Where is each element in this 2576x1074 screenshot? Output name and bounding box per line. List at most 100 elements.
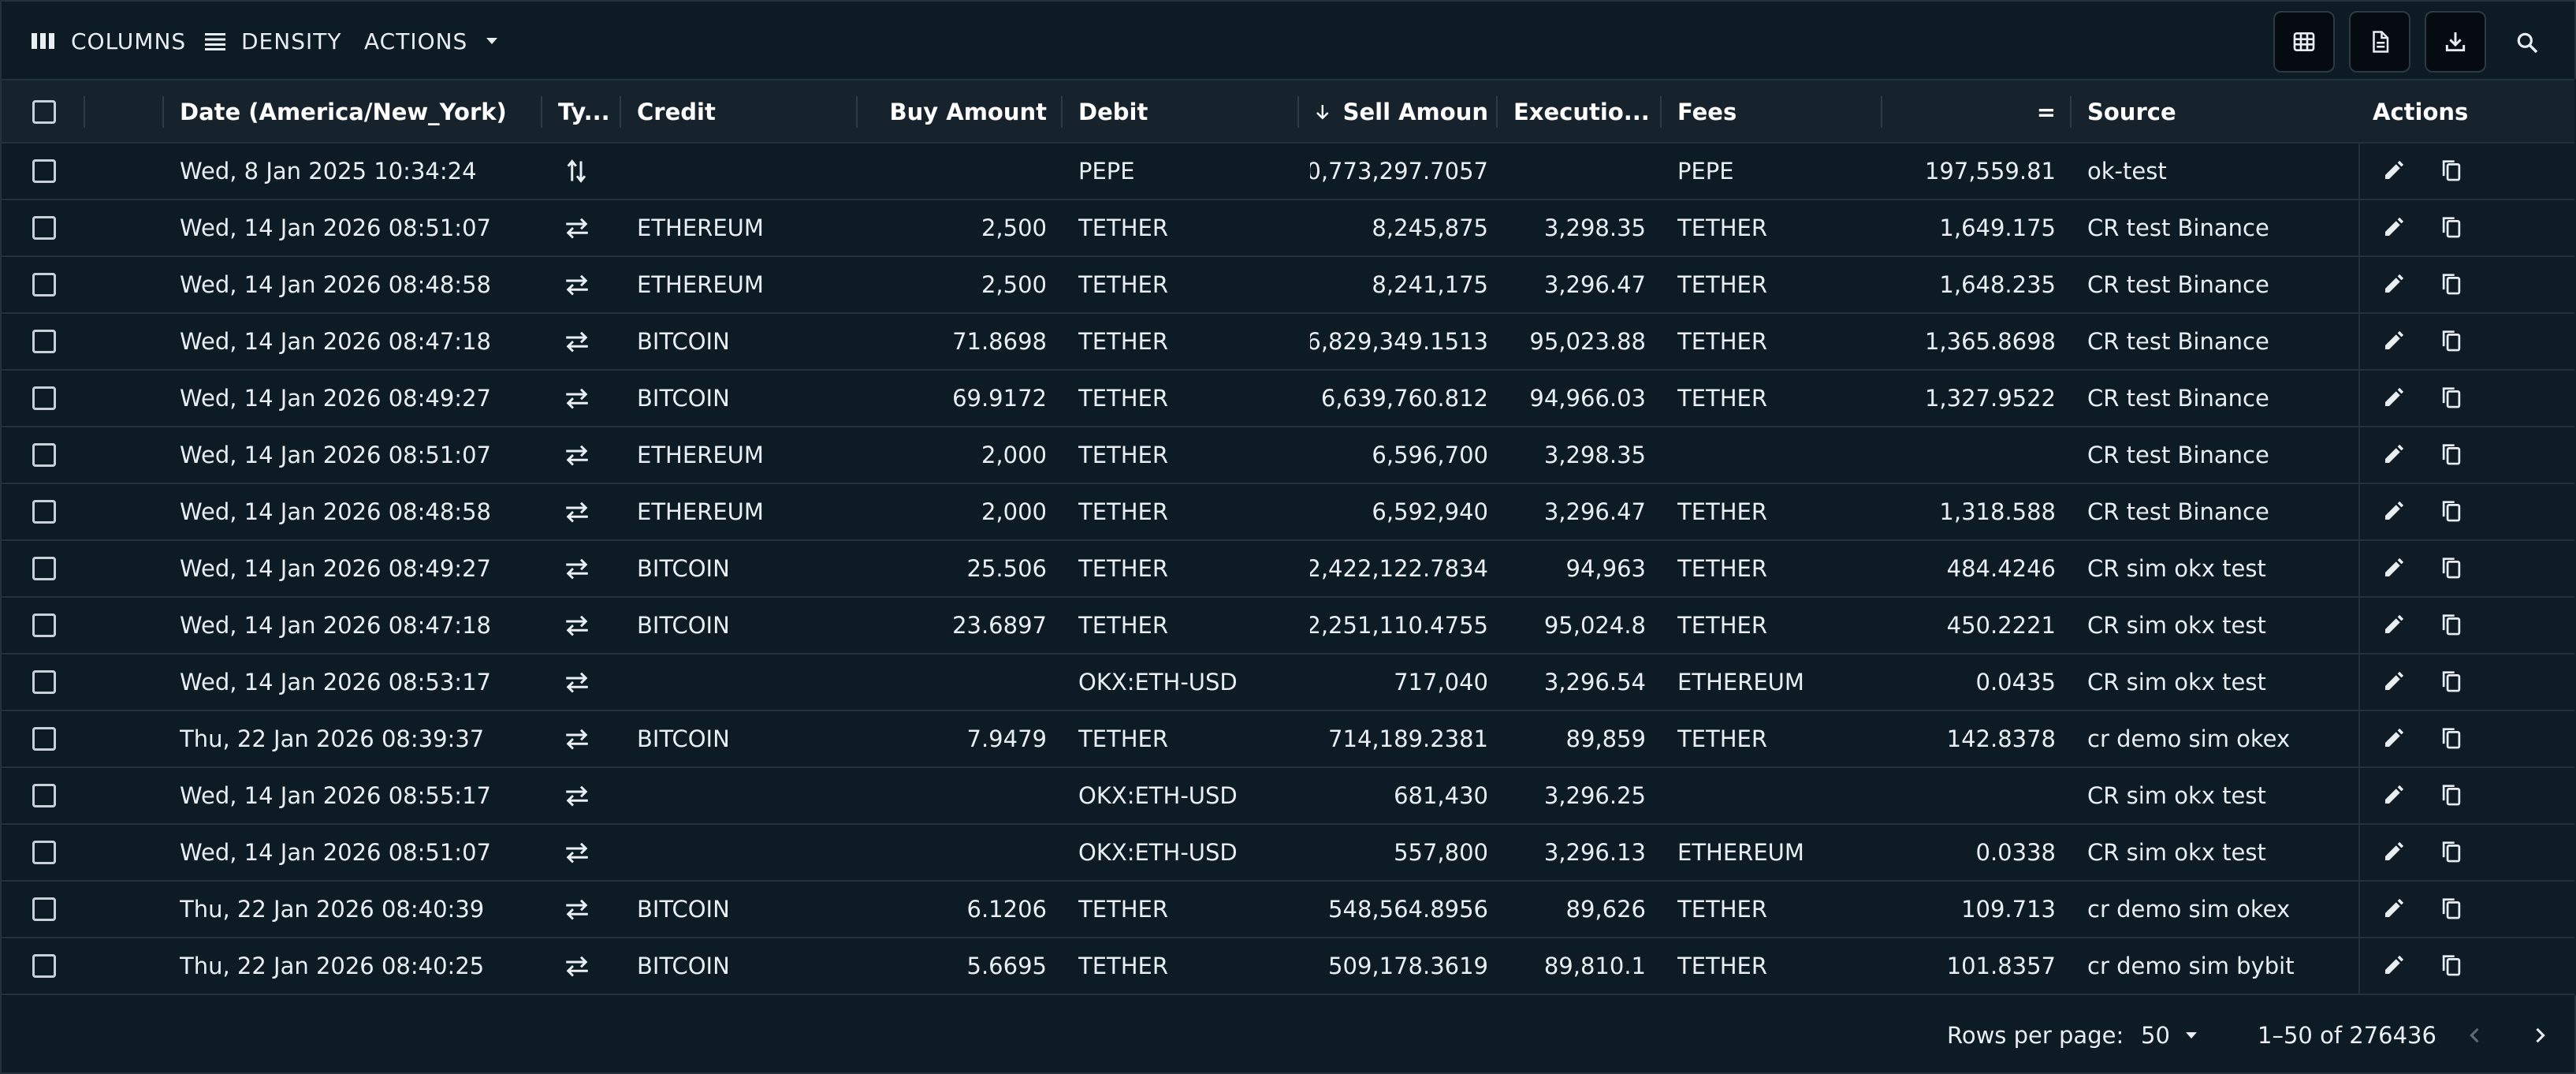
row-checkbox[interactable] xyxy=(32,273,56,296)
header-type[interactable]: Ty... xyxy=(558,99,610,125)
header-date[interactable]: Date (America/New_York) xyxy=(180,99,507,125)
row-checkbox[interactable] xyxy=(32,727,56,751)
cell-fees: TETHER xyxy=(1677,725,1768,752)
cell-debit: TETHER xyxy=(1078,214,1169,241)
row-checkbox[interactable] xyxy=(32,386,56,410)
row-checkbox[interactable] xyxy=(32,613,56,637)
table-row[interactable]: Wed, 8 Jan 2025 10:34:24 PEPE 10,773,297.7… xyxy=(2,144,2574,200)
copy-icon[interactable] xyxy=(2436,541,2467,596)
actions-menu-button[interactable]: ACTIONS xyxy=(364,19,499,63)
row-checkbox[interactable] xyxy=(32,841,56,864)
cell-execution: 95,024.8 xyxy=(1543,612,1646,639)
table-row[interactable]: Wed, 14 Jan 2026 08:48:58 ETHEREUM 2,500 TE… xyxy=(2,257,2574,314)
table-row[interactable]: Wed, 14 Jan 2026 08:53:17 OKX:ETH-USD 717,… xyxy=(2,654,2574,711)
table-row[interactable]: Wed, 14 Jan 2026 08:49:27 BITCOIN 25.506 TE… xyxy=(2,541,2574,598)
edit-icon[interactable] xyxy=(2377,654,2409,710)
edit-icon[interactable] xyxy=(2377,257,2409,312)
row-checkbox[interactable] xyxy=(32,897,56,921)
row-checkbox[interactable] xyxy=(32,330,56,353)
cell-buy-amount xyxy=(869,654,1047,710)
copy-icon[interactable] xyxy=(2436,200,2467,255)
download-button[interactable] xyxy=(2425,11,2486,73)
edit-icon[interactable] xyxy=(2377,768,2409,823)
copy-icon[interactable] xyxy=(2436,825,2467,880)
header-execution[interactable]: Executio... xyxy=(1513,99,1650,125)
copy-icon[interactable] xyxy=(2436,371,2467,426)
cell-execution: 94,966.03 xyxy=(1529,385,1646,412)
next-page-button[interactable] xyxy=(2529,997,2551,1074)
cell-fee-amount: 1,318.588 xyxy=(1939,498,2056,525)
header-source[interactable]: Source xyxy=(2087,99,2176,125)
copy-icon[interactable] xyxy=(2436,882,2467,937)
edit-icon[interactable] xyxy=(2377,598,2409,653)
copy-icon[interactable] xyxy=(2436,144,2467,199)
density-button[interactable]: DENSITY xyxy=(203,19,341,63)
table-row[interactable]: Wed, 14 Jan 2026 08:48:58 ETHEREUM 2,000 TE… xyxy=(2,484,2574,541)
table-row[interactable]: Thu, 22 Jan 2026 08:39:37 BITCOIN 7.9479 TE… xyxy=(2,711,2574,768)
row-checkbox[interactable] xyxy=(32,557,56,580)
search-button[interactable] xyxy=(2503,19,2551,66)
edit-icon[interactable] xyxy=(2377,144,2409,199)
cell-fees: TETHER xyxy=(1677,896,1768,923)
cell-sell-amount: 714,189.2381 xyxy=(1328,725,1488,752)
density-label: DENSITY xyxy=(241,28,342,54)
chevron-left-icon xyxy=(2470,1027,2479,1043)
table-row[interactable]: Thu, 22 Jan 2026 08:40:25 BITCOIN 5.6695 TE… xyxy=(2,938,2574,995)
cell-fees: TETHER xyxy=(1677,328,1768,355)
header-fee-amount[interactable]: = xyxy=(2036,99,2056,125)
edit-icon[interactable] xyxy=(2377,314,2409,369)
export-document-button[interactable] xyxy=(2349,11,2410,73)
edit-icon[interactable] xyxy=(2377,938,2409,994)
copy-icon[interactable] xyxy=(2436,768,2467,823)
swap-horiz-icon xyxy=(557,768,597,823)
table-row[interactable]: Wed, 14 Jan 2026 08:51:07 ETHEREUM 2,000 TE… xyxy=(2,427,2574,484)
copy-icon[interactable] xyxy=(2436,711,2467,766)
header-debit[interactable]: Debit xyxy=(1078,99,1148,125)
cell-date: Wed, 14 Jan 2026 08:49:27 xyxy=(180,555,491,582)
header-buy-amount[interactable]: Buy Amount xyxy=(889,99,1048,125)
cell-fee-amount: 1,648.235 xyxy=(1939,271,2056,298)
row-checkbox[interactable] xyxy=(32,670,56,694)
rows-per-page-select[interactable]: 50 xyxy=(2141,997,2198,1074)
copy-icon[interactable] xyxy=(2436,938,2467,994)
edit-icon[interactable] xyxy=(2377,371,2409,426)
cell-source: CR test Binance xyxy=(2087,498,2269,525)
table-row[interactable]: Wed, 14 Jan 2026 08:51:07 ETHEREUM 2,500 TE… xyxy=(2,200,2574,257)
row-checkbox[interactable] xyxy=(32,443,56,467)
previous-page-button[interactable] xyxy=(2464,997,2486,1074)
row-checkbox[interactable] xyxy=(32,954,56,978)
edit-icon[interactable] xyxy=(2377,541,2409,596)
row-checkbox[interactable] xyxy=(32,159,56,183)
select-all-checkbox[interactable] xyxy=(32,100,56,124)
row-checkbox[interactable] xyxy=(32,784,56,807)
copy-icon[interactable] xyxy=(2436,654,2467,710)
table-row[interactable]: Wed, 14 Jan 2026 08:55:17 OKX:ETH-USD 681,… xyxy=(2,768,2574,825)
table-row[interactable]: Wed, 14 Jan 2026 08:51:07 OKX:ETH-USD 557,… xyxy=(2,825,2574,882)
table-row[interactable]: Wed, 14 Jan 2026 08:49:27 BITCOIN 69.9172 T… xyxy=(2,371,2574,427)
table-row[interactable]: Wed, 14 Jan 2026 08:47:18 BITCOIN 23.6897 T… xyxy=(2,598,2574,654)
header-fees[interactable]: Fees xyxy=(1677,99,1737,125)
copy-icon[interactable] xyxy=(2436,484,2467,539)
edit-icon[interactable] xyxy=(2377,825,2409,880)
table-row[interactable]: Thu, 22 Jan 2026 08:40:39 BITCOIN 6.1206 TE… xyxy=(2,882,2574,938)
edit-icon[interactable] xyxy=(2377,427,2409,483)
copy-icon[interactable] xyxy=(2436,314,2467,369)
cell-buy-amount: 2,000 xyxy=(981,498,1047,525)
copy-icon[interactable] xyxy=(2436,257,2467,312)
cell-fees: TETHER xyxy=(1677,555,1768,582)
columns-button[interactable]: COLUMNS xyxy=(30,19,186,63)
edit-icon[interactable] xyxy=(2377,484,2409,539)
export-spreadsheet-button[interactable] xyxy=(2273,11,2335,73)
copy-icon[interactable] xyxy=(2436,427,2467,483)
edit-icon[interactable] xyxy=(2377,711,2409,766)
header-sell-amount[interactable]: Sell Amoun xyxy=(1313,80,1488,144)
cell-source: CR test Binance xyxy=(2087,214,2269,241)
header-credit[interactable]: Credit xyxy=(637,99,716,125)
edit-icon[interactable] xyxy=(2377,882,2409,937)
edit-icon[interactable] xyxy=(2377,200,2409,255)
copy-icon[interactable] xyxy=(2436,598,2467,653)
row-checkbox[interactable] xyxy=(32,500,56,524)
row-checkbox[interactable] xyxy=(32,216,56,240)
table-row[interactable]: Wed, 14 Jan 2026 08:47:18 BITCOIN 71.8698 T… xyxy=(2,314,2574,371)
swap-horiz-icon xyxy=(557,427,597,483)
